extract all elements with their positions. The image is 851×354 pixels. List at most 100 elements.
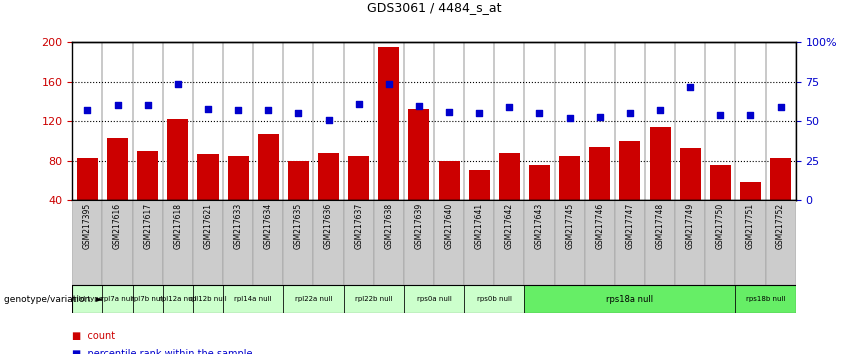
Text: rpl12b null: rpl12b null [189, 296, 227, 302]
Bar [133, 285, 163, 313]
Bar [378, 47, 399, 200]
Text: genotype/variation  ►: genotype/variation ► [4, 295, 103, 304]
Point [171, 81, 185, 87]
Bar [675, 200, 705, 285]
Bar [559, 156, 580, 200]
Bar [555, 200, 585, 285]
Point [81, 108, 94, 113]
Bar [740, 182, 761, 200]
Point [201, 107, 214, 112]
Bar [137, 151, 158, 200]
Bar [193, 285, 223, 313]
Bar [438, 161, 460, 200]
Bar [524, 285, 735, 313]
Text: GSM217747: GSM217747 [625, 202, 634, 249]
Point [351, 101, 365, 106]
Bar [313, 200, 344, 285]
Point [593, 114, 607, 120]
Point [111, 103, 124, 108]
Point [654, 108, 667, 113]
Bar [163, 285, 193, 313]
Point [683, 84, 697, 90]
Point [472, 110, 486, 116]
Bar [133, 200, 163, 285]
Bar [72, 285, 102, 313]
Bar [469, 171, 490, 200]
Bar [614, 200, 645, 285]
Bar [735, 285, 796, 313]
Bar [168, 119, 188, 200]
Bar [102, 285, 133, 313]
Text: rpl14a null: rpl14a null [234, 296, 272, 302]
Bar [404, 200, 434, 285]
Point [744, 113, 757, 118]
Point [231, 108, 245, 113]
Point [533, 110, 546, 116]
Text: GSM217634: GSM217634 [264, 202, 272, 249]
Point [261, 108, 275, 113]
Text: rpl7a null: rpl7a null [101, 296, 134, 302]
Text: wild type: wild type [71, 296, 103, 302]
Bar [283, 285, 344, 313]
Bar [102, 200, 133, 285]
Point [503, 105, 517, 110]
Text: GSM217642: GSM217642 [505, 202, 514, 249]
Bar [464, 200, 494, 285]
Bar [72, 200, 102, 285]
Bar [680, 148, 700, 200]
Text: rps0b null: rps0b null [477, 296, 511, 302]
Point [412, 104, 426, 109]
Bar [770, 158, 791, 200]
Text: GSM217638: GSM217638 [385, 202, 393, 249]
Bar [227, 156, 248, 200]
Text: GSM217750: GSM217750 [716, 202, 725, 249]
Text: rpl22b null: rpl22b null [355, 296, 392, 302]
Point [382, 81, 396, 87]
Point [322, 118, 335, 123]
Text: GSM217635: GSM217635 [294, 202, 303, 249]
Point [443, 109, 456, 115]
Text: GSM217749: GSM217749 [686, 202, 694, 249]
Bar [404, 285, 464, 313]
Bar [705, 200, 735, 285]
Text: GSM217618: GSM217618 [174, 202, 182, 249]
Text: GSM217752: GSM217752 [776, 202, 785, 249]
Bar [408, 109, 430, 200]
Text: rps18a null: rps18a null [607, 295, 654, 304]
Bar [766, 200, 796, 285]
Bar [348, 156, 369, 200]
Text: GSM217636: GSM217636 [324, 202, 333, 249]
Bar [254, 200, 283, 285]
Bar [735, 200, 766, 285]
Text: GSM217617: GSM217617 [143, 202, 152, 249]
Text: GSM217748: GSM217748 [655, 202, 665, 249]
Bar [529, 165, 550, 200]
Point [774, 105, 787, 110]
Text: GDS3061 / 4484_s_at: GDS3061 / 4484_s_at [367, 1, 501, 14]
Text: ■  percentile rank within the sample: ■ percentile rank within the sample [72, 349, 253, 354]
Text: GSM217616: GSM217616 [113, 202, 122, 249]
Text: GSM217395: GSM217395 [83, 202, 92, 249]
Point [141, 103, 155, 108]
Bar [288, 161, 309, 200]
Bar [197, 154, 219, 200]
Bar [344, 200, 374, 285]
Text: GSM217639: GSM217639 [414, 202, 424, 249]
Bar [645, 200, 675, 285]
Text: GSM217640: GSM217640 [444, 202, 454, 249]
Bar [649, 127, 671, 200]
Bar [620, 141, 641, 200]
Text: GSM217641: GSM217641 [475, 202, 483, 249]
Bar [494, 200, 524, 285]
Text: GSM217746: GSM217746 [596, 202, 604, 249]
Text: GSM217633: GSM217633 [234, 202, 243, 249]
Bar [344, 285, 404, 313]
Text: rpl12a null: rpl12a null [159, 296, 197, 302]
Bar [434, 200, 464, 285]
Text: GSM217643: GSM217643 [535, 202, 544, 249]
Text: GSM217621: GSM217621 [203, 202, 213, 249]
Point [563, 115, 576, 121]
Bar [318, 153, 339, 200]
Point [623, 110, 637, 116]
Bar [223, 200, 254, 285]
